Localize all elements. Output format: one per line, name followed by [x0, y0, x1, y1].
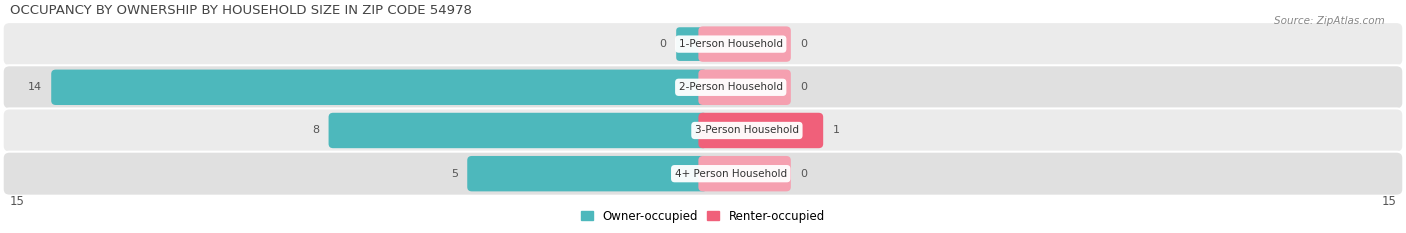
Text: 0: 0: [659, 39, 666, 49]
FancyBboxPatch shape: [467, 156, 707, 191]
Text: 0: 0: [800, 82, 807, 92]
Text: Source: ZipAtlas.com: Source: ZipAtlas.com: [1274, 16, 1385, 26]
FancyBboxPatch shape: [3, 65, 1403, 109]
FancyBboxPatch shape: [3, 108, 1403, 153]
FancyBboxPatch shape: [3, 152, 1403, 196]
Text: 8: 8: [312, 126, 319, 135]
FancyBboxPatch shape: [51, 70, 707, 105]
Text: OCCUPANCY BY OWNERSHIP BY HOUSEHOLD SIZE IN ZIP CODE 54978: OCCUPANCY BY OWNERSHIP BY HOUSEHOLD SIZE…: [10, 4, 471, 17]
FancyBboxPatch shape: [3, 22, 1403, 66]
Text: 4+ Person Household: 4+ Person Household: [675, 169, 787, 179]
Text: 3-Person Household: 3-Person Household: [695, 126, 799, 135]
Text: 2-Person Household: 2-Person Household: [679, 82, 783, 92]
FancyBboxPatch shape: [699, 70, 790, 105]
Text: 0: 0: [800, 39, 807, 49]
Text: 14: 14: [28, 82, 42, 92]
Text: 1: 1: [832, 126, 839, 135]
FancyBboxPatch shape: [699, 156, 790, 191]
FancyBboxPatch shape: [699, 113, 823, 148]
FancyBboxPatch shape: [676, 27, 707, 61]
Text: 1-Person Household: 1-Person Household: [679, 39, 783, 49]
Text: 5: 5: [451, 169, 458, 179]
FancyBboxPatch shape: [699, 26, 790, 62]
FancyBboxPatch shape: [329, 113, 707, 148]
Text: 15: 15: [1382, 195, 1396, 208]
Text: 0: 0: [800, 169, 807, 179]
Legend: Owner-occupied, Renter-occupied: Owner-occupied, Renter-occupied: [576, 205, 830, 227]
Text: 15: 15: [10, 195, 24, 208]
